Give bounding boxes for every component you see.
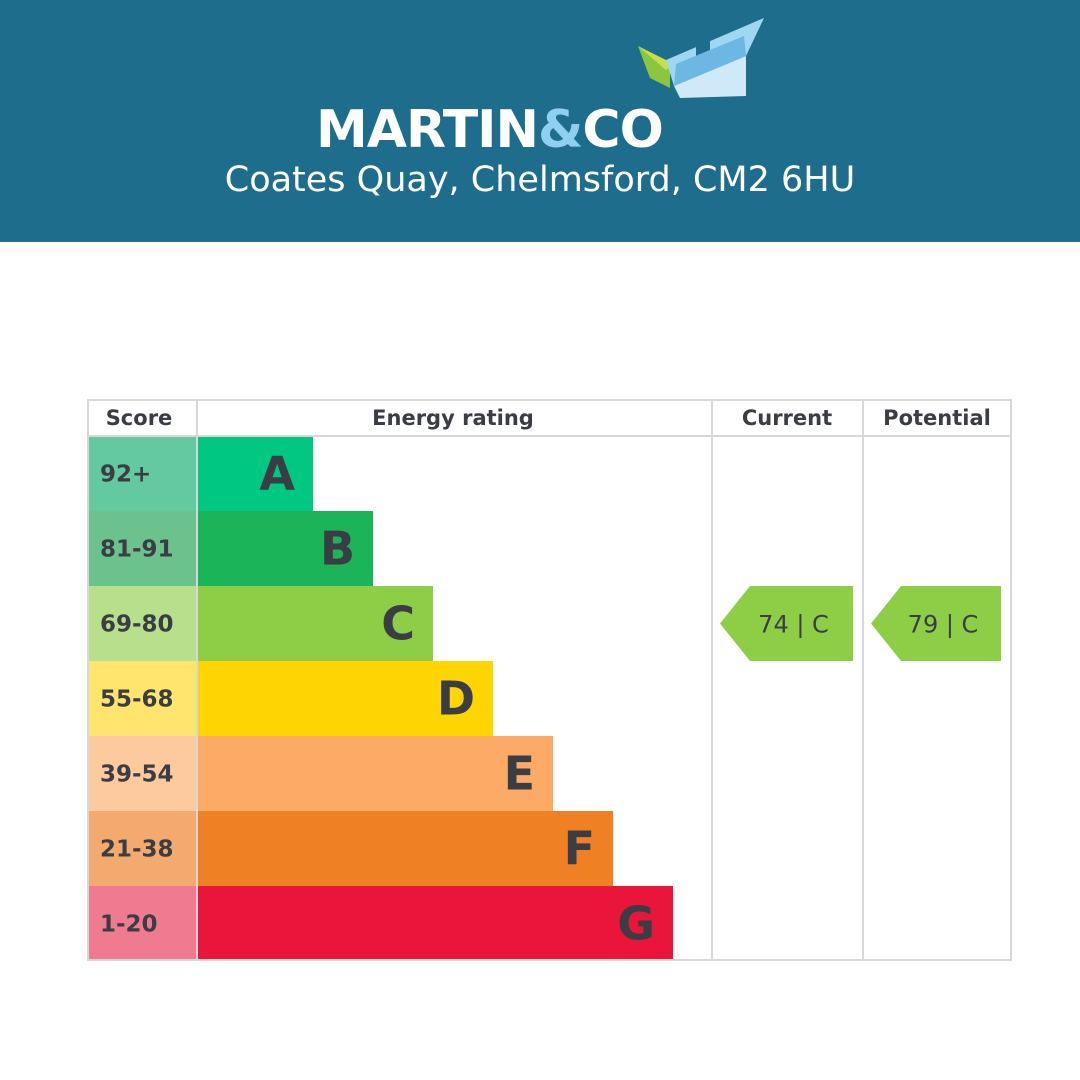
score-label-b: 81-91 bbox=[100, 537, 174, 563]
score-cell-e bbox=[89, 736, 197, 811]
brand-logo: MARTIN&CO bbox=[316, 100, 664, 160]
brand-suffix: CO bbox=[582, 100, 663, 160]
score-cell-c bbox=[89, 586, 197, 661]
header-banner: MARTIN&CO Coates Quay, Chelmsford, CM2 6… bbox=[0, 0, 1080, 242]
band-letter-g: G bbox=[617, 897, 655, 951]
band-letter-b: B bbox=[320, 522, 355, 576]
score-label-e: 39-54 bbox=[100, 762, 174, 788]
column-header-current: Current bbox=[742, 406, 832, 430]
score-cell-a bbox=[89, 436, 197, 511]
column-header-score: Score bbox=[106, 406, 173, 430]
score-cell-g bbox=[89, 886, 197, 961]
score-cell-b bbox=[89, 511, 197, 586]
column-header-energy-rating: Energy rating bbox=[372, 406, 534, 430]
brand-name: MARTIN bbox=[316, 100, 539, 160]
rating-bar-c bbox=[197, 586, 433, 661]
current-rating-label: 74 | C bbox=[758, 611, 829, 639]
score-label-g: 1-20 bbox=[100, 912, 158, 938]
house-roof-icon bbox=[638, 18, 764, 98]
rating-bar-a bbox=[197, 436, 313, 511]
band-letter-e: E bbox=[504, 747, 535, 801]
score-label-c: 69-80 bbox=[100, 612, 174, 638]
column-header-potential: Potential bbox=[883, 406, 991, 430]
band-letter-c: C bbox=[381, 597, 415, 651]
table-border bbox=[87, 399, 1012, 961]
potential-rating-arrow bbox=[871, 586, 1001, 661]
rating-bar-b bbox=[197, 511, 373, 586]
rating-bar-g bbox=[197, 886, 673, 961]
rating-bar-d bbox=[197, 661, 493, 736]
band-letter-d: D bbox=[437, 672, 475, 726]
current-rating-arrow bbox=[720, 586, 853, 661]
score-cell-d bbox=[89, 661, 197, 736]
band-letter-a: A bbox=[259, 447, 295, 501]
score-label-d: 55-68 bbox=[100, 687, 174, 713]
property-address: Coates Quay, Chelmsford, CM2 6HU bbox=[224, 160, 856, 200]
brand-ampersand: & bbox=[538, 100, 583, 160]
rating-bar-f bbox=[197, 811, 613, 886]
score-cell-f bbox=[89, 811, 197, 886]
potential-rating-label: 79 | C bbox=[908, 611, 979, 639]
band-letter-f: F bbox=[564, 822, 595, 876]
rating-bar-e bbox=[197, 736, 553, 811]
score-label-f: 21-38 bbox=[100, 837, 174, 863]
score-label-a: 92+ bbox=[100, 462, 151, 488]
